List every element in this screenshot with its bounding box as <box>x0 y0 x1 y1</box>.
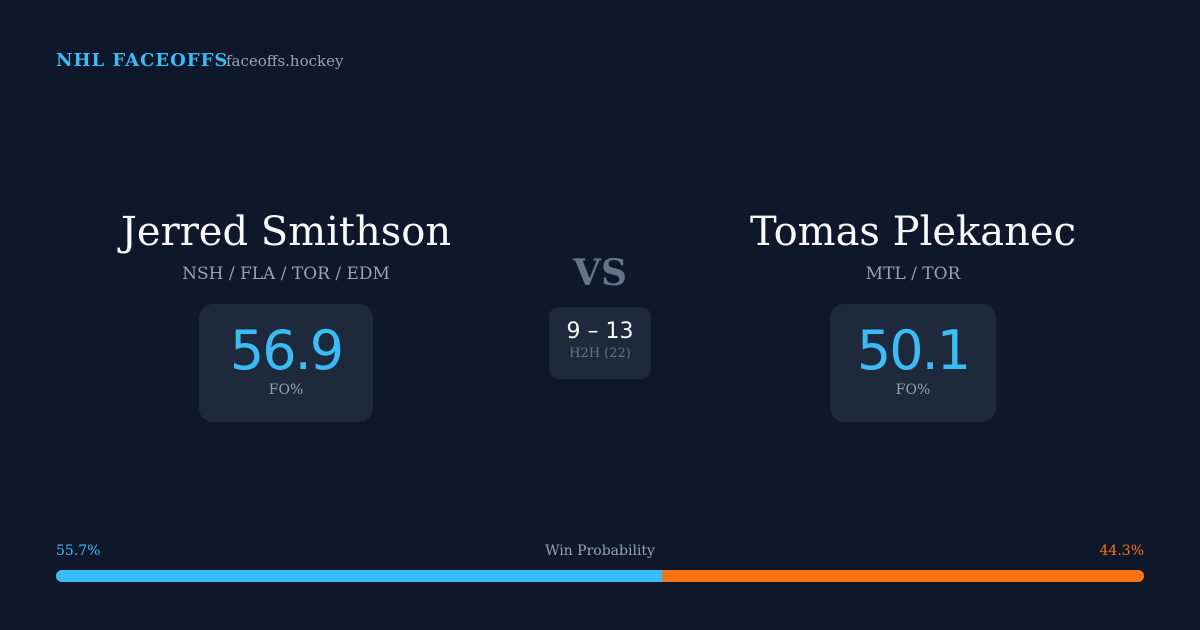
vs-label: VS <box>573 252 627 294</box>
h2h-score: 9 – 13 <box>566 319 634 344</box>
win-prob-left: 55.7% <box>56 543 101 559</box>
h2h-card: 9 – 13 H2H (22) <box>549 307 651 379</box>
brand-title: NHL FACEOFFS <box>56 50 229 71</box>
win-prob-right: 44.3% <box>1099 543 1144 559</box>
player-name: Tomas Plekanec <box>750 209 1076 255</box>
fo-value: 50.1 <box>856 319 971 382</box>
player-teams: MTL / TOR <box>865 264 961 284</box>
fo-label: FO% <box>895 382 931 398</box>
win-prob-label: Win Probability <box>545 543 655 559</box>
win-probability-bar <box>56 570 1144 582</box>
win-prob-left-fill <box>56 570 663 582</box>
player-teams: NSH / FLA / TOR / EDM <box>182 264 390 284</box>
fo-value: 56.9 <box>229 319 344 382</box>
h2h-label: H2H (22) <box>569 346 631 361</box>
fo-card: 56.9 FO% <box>199 304 373 422</box>
player-2: Tomas Plekanec MTL / TOR 50.1 FO% <box>693 208 1133 422</box>
fo-label: FO% <box>268 382 304 398</box>
player-name: Jerred Smithson <box>120 209 452 255</box>
player-1: Jerred Smithson NSH / FLA / TOR / EDM 56… <box>66 208 506 422</box>
site-url: faceoffs.hockey <box>226 52 344 70</box>
win-prob-right-fill <box>662 570 1144 582</box>
fo-card: 50.1 FO% <box>830 304 996 422</box>
